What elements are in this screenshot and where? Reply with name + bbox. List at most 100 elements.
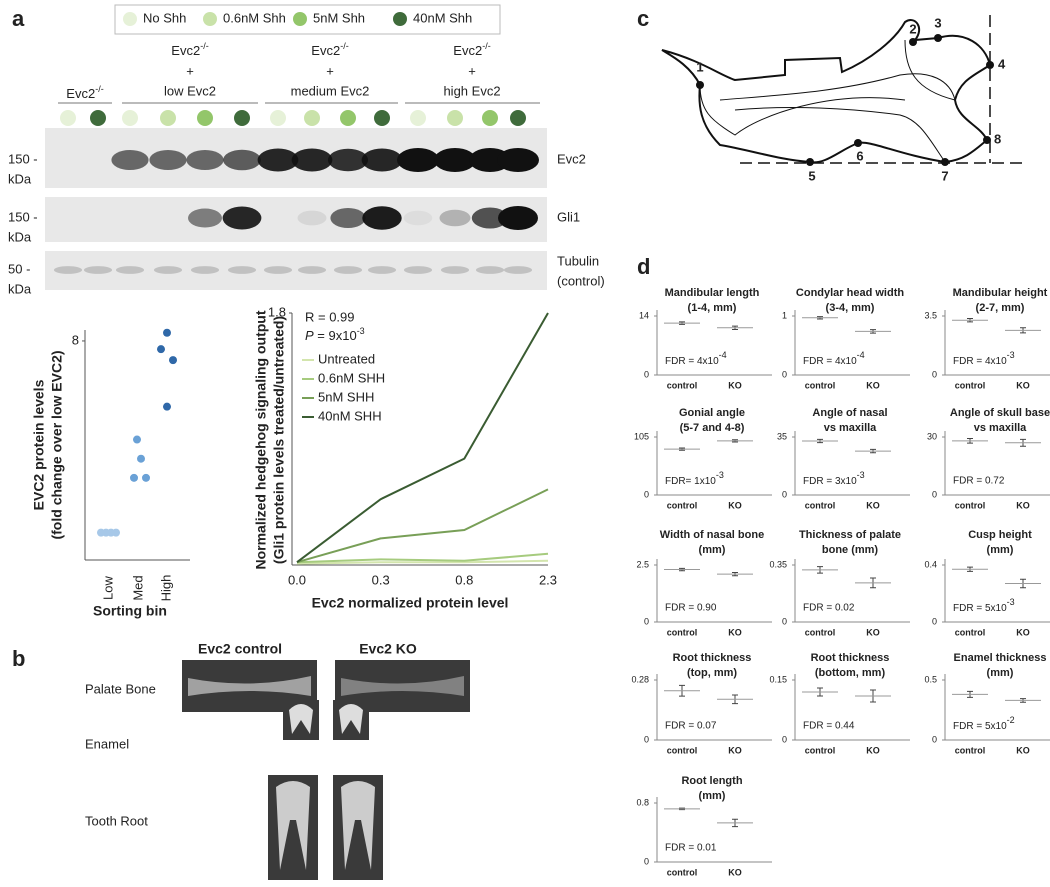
x-tick-label: KO [866,500,880,510]
chart-title: Thickness of palate [799,529,901,541]
group-label: medium Evc2 [291,83,370,98]
x-tick-label: control [955,500,986,510]
landmark-label: 5 [808,168,815,183]
lane-marker [160,110,176,126]
size-marker: 150 - [8,209,38,224]
text-part: FDR = 4x10 [665,356,719,367]
blot-band [330,208,366,228]
x-tick-label: Med [130,575,145,600]
x-tick-label: Low [100,575,115,599]
x-tick-label: KO [866,380,880,390]
landmark [806,158,814,166]
y-axis-label: (Gli1 protein levels treated/untreated) [271,316,287,564]
annotation: P = 9x10-3 [305,326,365,343]
blot-band [475,266,505,274]
x-axis-label: Evc2 normalized protein level [312,595,509,611]
text-part: Evc2 [311,43,340,58]
blot-band [227,266,257,274]
x-tick-label: control [805,500,836,510]
group-label: Evc2-/- [66,84,103,101]
panel-label: c [637,6,649,31]
y-tick-label: 1.8 [268,304,286,319]
y-tick-label: 0 [644,369,649,379]
legend-label: 40nM SHH [318,408,382,423]
group-label: Evc2-/- [311,41,348,58]
legend-marker [123,12,137,26]
y-tick-label: 0 [782,489,787,499]
row-label: Enamel [85,736,129,751]
landmark-label: 7 [941,168,948,183]
size-unit: kDa [8,229,32,244]
legend-label: 5nM SHH [318,389,374,404]
y-tick-label: 0 [932,489,937,499]
landmark [934,34,942,42]
blot-band [498,206,538,230]
annotation: R = 0.99 [305,309,355,324]
fdr-label: FDR = 4x10-4 [803,350,865,366]
landmark-label: 2 [909,21,916,36]
chart-title: Gonial angle [679,407,745,419]
legend-label: Untreated [318,351,375,366]
legend-marker [203,12,217,26]
fdr-label: FDR = 5x10-2 [953,715,1015,731]
blot-band [361,148,403,172]
point [169,356,177,365]
text-part: = 9x10 [314,328,357,343]
legend-label: No Shh [143,10,186,25]
blot-name: Evc2 [557,151,586,166]
landmark-label: 1 [696,59,703,74]
y-tick-label: 0 [644,489,649,499]
y-tick-label: 0 [782,616,787,626]
superscript: -3 [716,470,724,480]
y-tick-label: 0.5 [924,674,937,684]
panel-label: d [637,254,650,279]
landmark [696,81,704,89]
fdr-label: FDR= 1x10-3 [665,470,724,486]
blot-band [327,148,369,172]
chart-title: Condylar head width [796,287,904,299]
x-tick-label: KO [728,867,742,877]
blot-band [83,266,113,274]
lane-marker [410,110,426,126]
blot-band [403,210,433,226]
landmark-label: 4 [998,56,1006,71]
y-axis-label: EVC2 protein levels [31,379,47,510]
group-label: + [326,63,334,78]
scan-structure [276,781,310,870]
group-label: Evc2-/- [171,41,208,58]
y-tick-label: 0 [644,616,649,626]
landmark [909,38,917,46]
size-unit: kDa [8,171,32,186]
blot-band [149,150,187,170]
landmark-label: 6 [856,148,863,163]
y-tick-label: 1 [782,310,787,320]
legend-label: 5nM Shh [313,10,365,25]
blot-band [263,266,293,274]
chart-title: vs maxilla [824,422,877,434]
y-tick-label: 0 [932,734,937,744]
chart-title: (mm) [699,544,726,556]
chart-title: Mandibular length [665,287,760,299]
landmark [983,136,991,144]
landmark-label: 8 [994,131,1001,146]
point [112,528,120,537]
size-unit: kDa [8,281,32,296]
superscript: -/- [200,41,209,51]
fdr-label: FDR = 5x10-3 [953,597,1015,613]
x-tick-label: KO [1016,500,1030,510]
chart-title: Root thickness [811,652,890,664]
lane-marker [447,110,463,126]
point [133,435,141,444]
y-tick-label: 0.4 [924,559,937,569]
point [163,328,171,337]
panel-label: a [12,6,25,31]
blot-band [223,149,261,171]
blot-band [297,266,327,274]
fdr-label: FDR = 0.01 [665,843,717,854]
x-tick-label: control [955,380,986,390]
chart-title: Enamel thickness [954,652,1047,664]
fdr-label: FDR = 0.44 [803,721,855,732]
legend-box [114,4,501,35]
chart-title: Width of nasal bone [660,529,764,541]
